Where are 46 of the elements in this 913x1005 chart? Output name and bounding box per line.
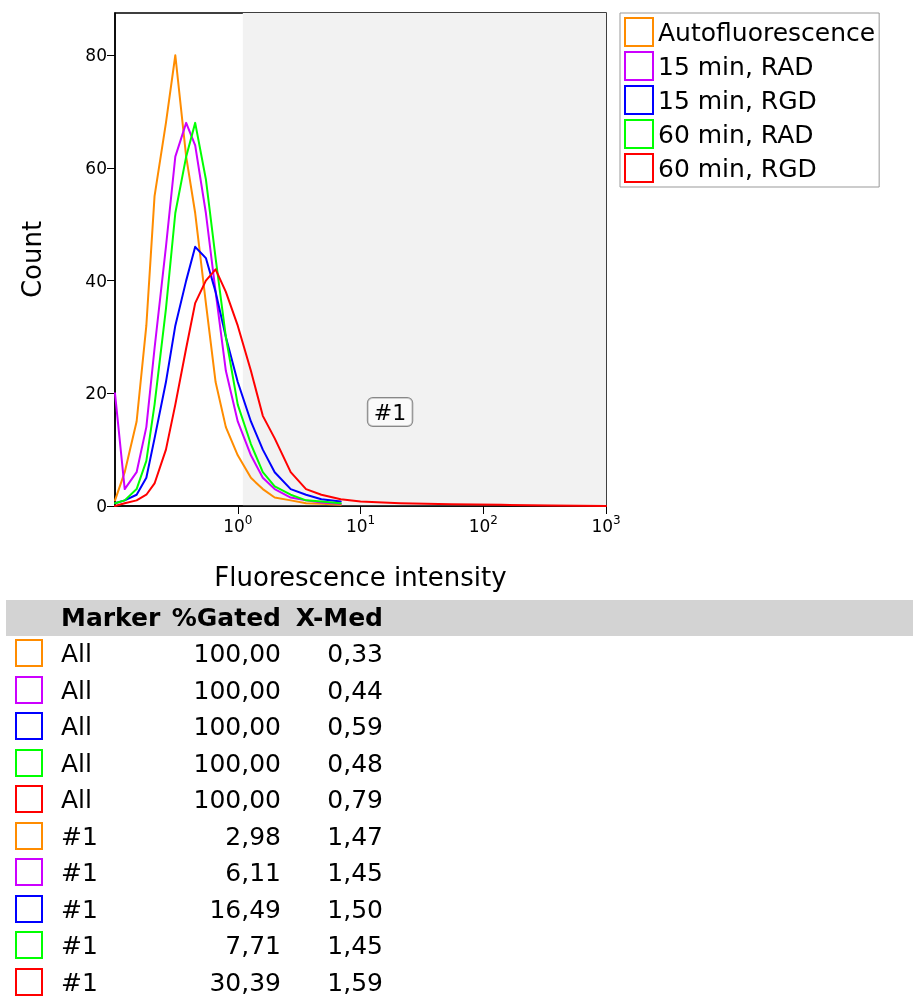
band-label: #1 [373, 399, 407, 425]
text: 1,45 [327, 857, 383, 889]
legend-label: 60 min, RAD [658, 119, 814, 149]
text: #1 [61, 857, 98, 889]
text: 0,79 [327, 784, 383, 816]
text: All [61, 711, 92, 743]
text: #1 [61, 820, 98, 853]
text: All [61, 784, 92, 816]
legend-label: 60 min, RGD [658, 153, 817, 183]
text: 100,00 [193, 638, 281, 670]
text: 100,00 [193, 711, 281, 743]
text: Marker [61, 602, 161, 634]
text: All [61, 674, 92, 707]
legend-label: 15 min, RGD [658, 85, 817, 115]
text: 6,11 [225, 857, 281, 889]
text: #1 [61, 893, 98, 926]
text: 2,98 [225, 820, 281, 853]
legend-label: Autofluorescence [658, 17, 876, 47]
text: 100,00 [193, 674, 281, 707]
text: %Gated [171, 602, 281, 634]
y-tick-label: 80 [85, 45, 107, 66]
text: 1,59 [327, 966, 383, 999]
text: 100,00 [193, 747, 281, 780]
text: 7,71 [225, 930, 281, 962]
text: 100,00 [193, 784, 281, 816]
y-tick-label: 0 [96, 496, 107, 516]
text: X-Med [295, 602, 383, 634]
y-tick-label: 60 [85, 157, 107, 178]
text: 1,50 [327, 893, 383, 926]
text: 0,44 [327, 674, 383, 707]
text: 0,48 [327, 747, 383, 780]
y-axis-title: Count [17, 220, 47, 299]
text: 0,33 [327, 638, 383, 670]
text: 30,39 [209, 966, 281, 999]
text: 1,45 [327, 930, 383, 962]
text: 0,59 [327, 711, 383, 743]
text: 16,49 [209, 893, 281, 926]
text: #1 [61, 930, 98, 962]
text: All [61, 638, 92, 670]
x-axis-title: Fluorescence intensity [214, 562, 507, 592]
y-tick-label: 40 [85, 270, 107, 291]
text: All [61, 747, 92, 780]
text: #1 [61, 966, 98, 999]
text: 1,47 [327, 820, 383, 853]
legend-label: 15 min, RAD [658, 51, 814, 81]
y-tick-label: 20 [85, 383, 107, 404]
